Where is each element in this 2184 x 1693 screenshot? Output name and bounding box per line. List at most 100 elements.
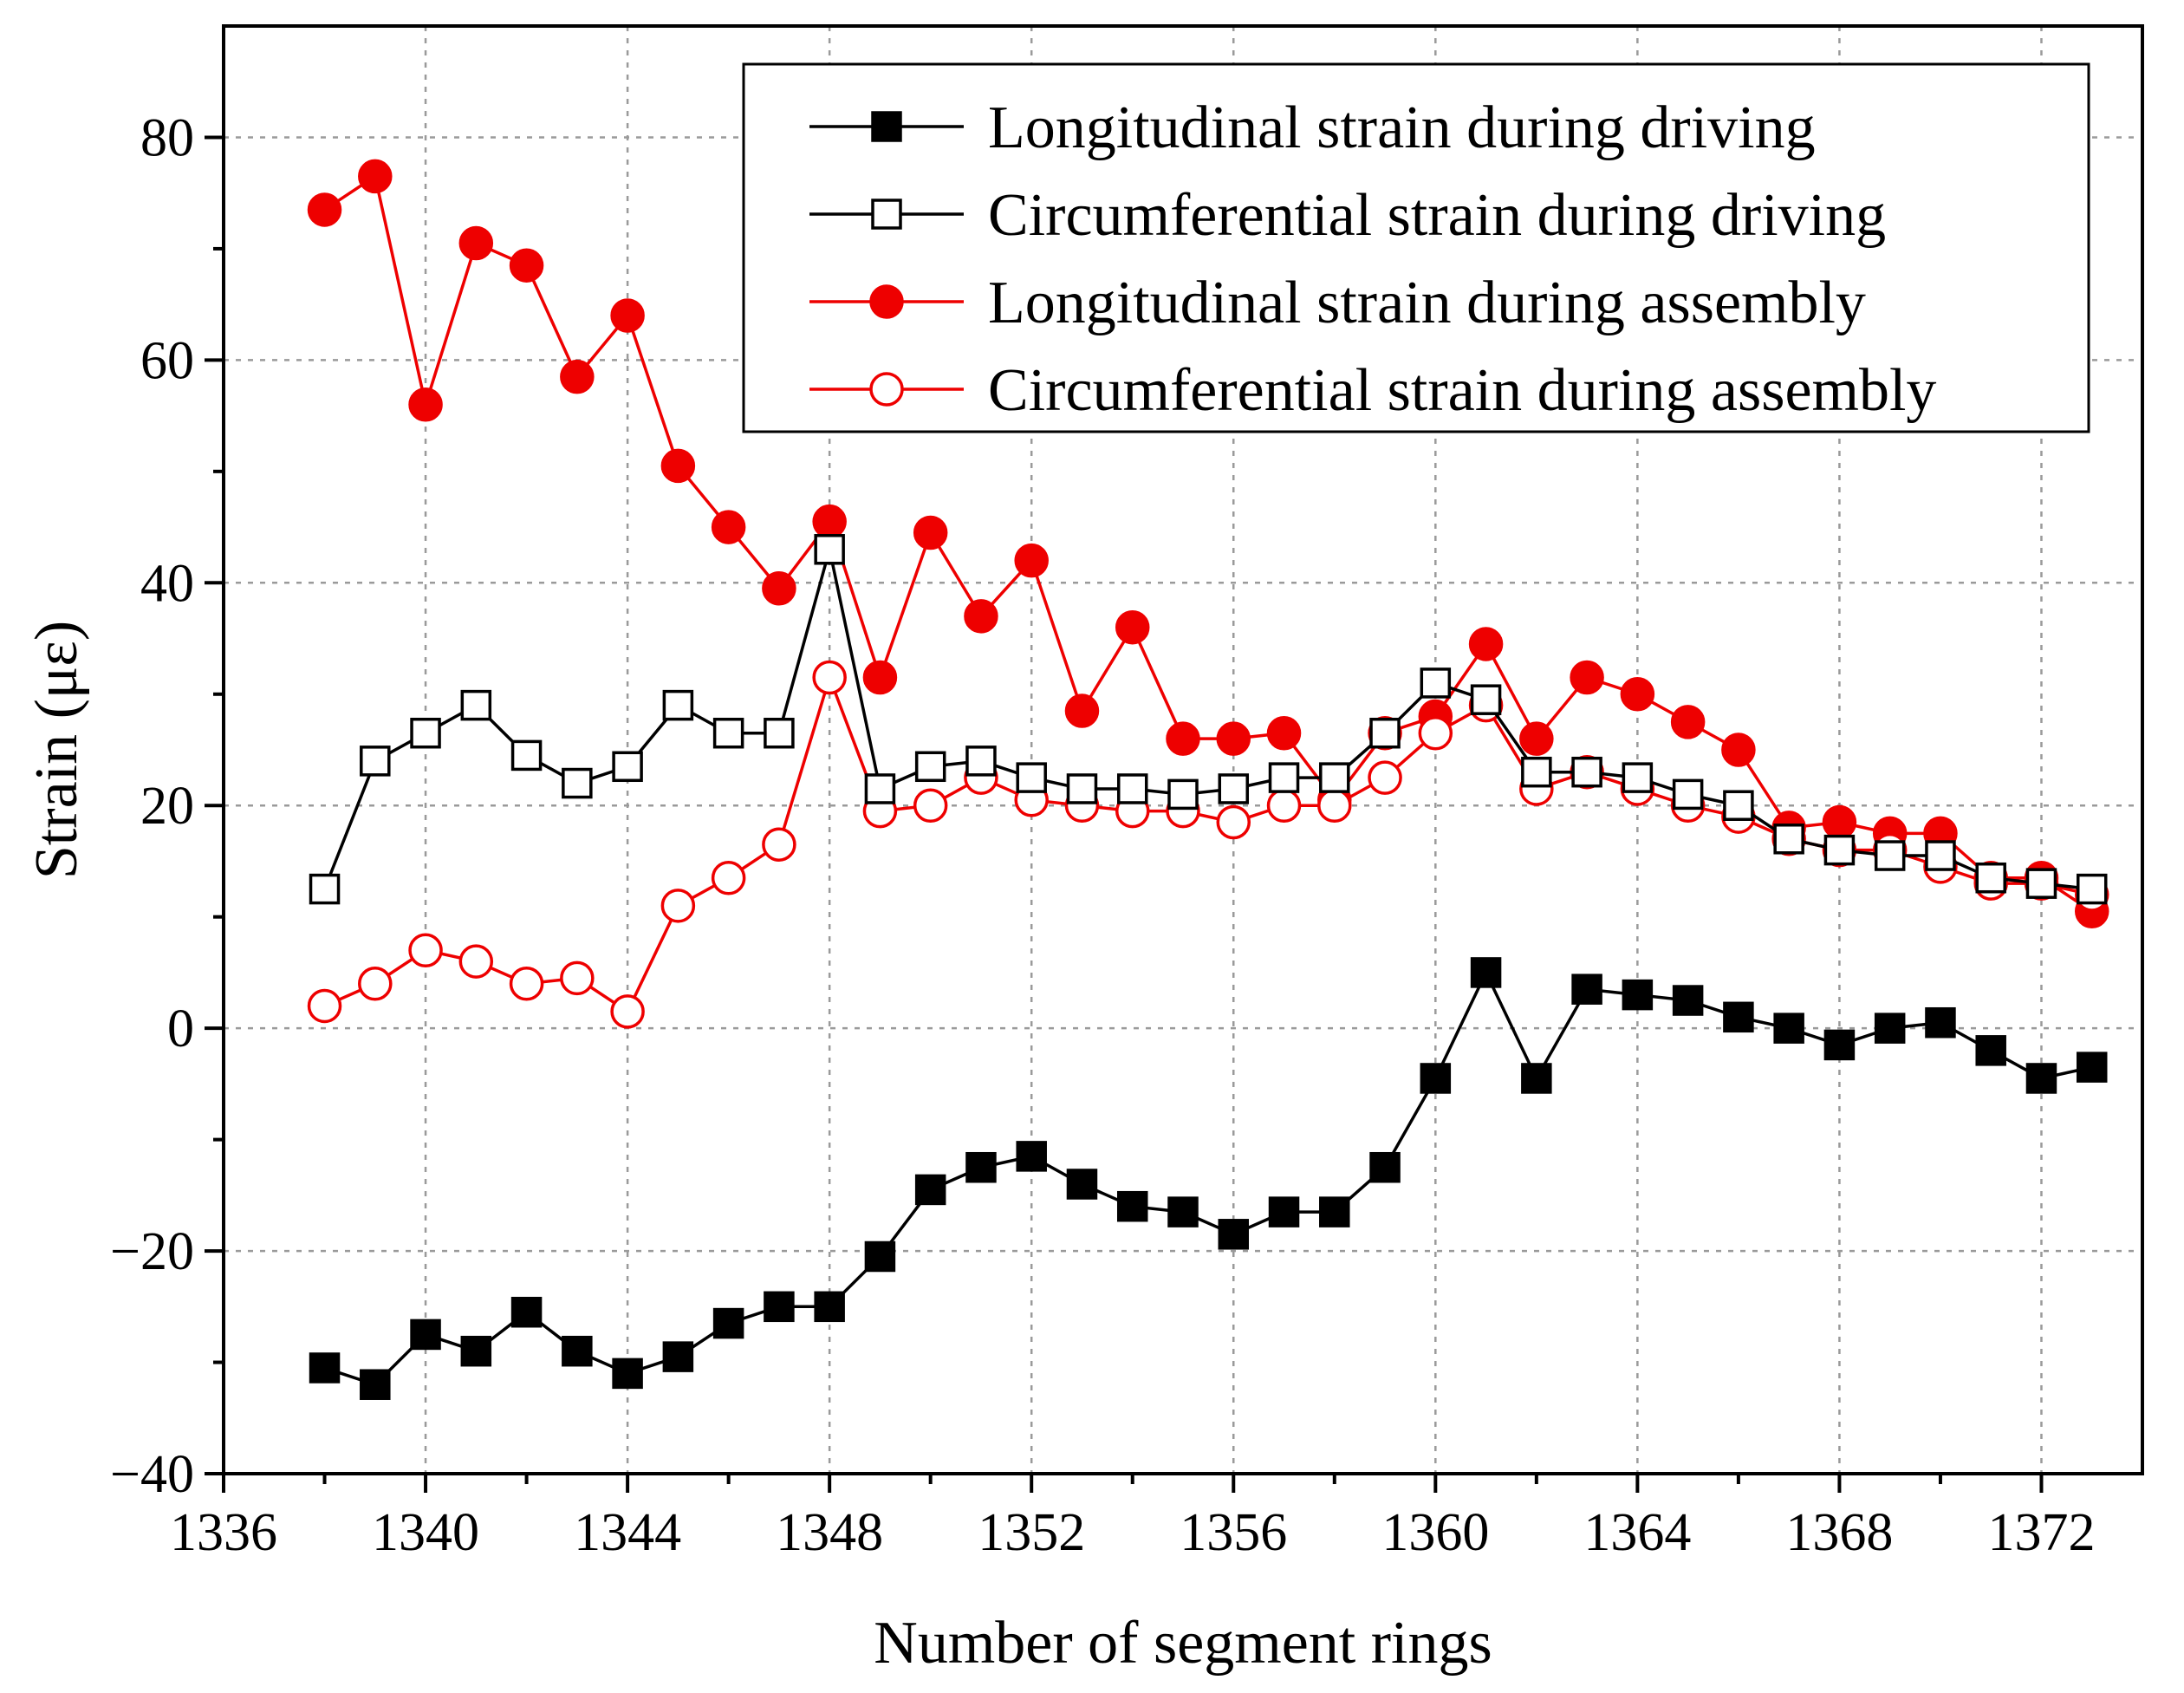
- data-point: [1218, 1219, 1250, 1250]
- data-point: [814, 534, 845, 565]
- data-point: [1166, 721, 1200, 756]
- data-point: [307, 988, 342, 1024]
- data-point: [1016, 762, 1047, 793]
- y-axis-title: Strain (με): [23, 621, 90, 879]
- x-tick-label: 1360: [1381, 1503, 1489, 1562]
- legend-label: Circumferential strain during driving: [988, 182, 1886, 249]
- legend-item: Longitudinal strain during assembly: [809, 270, 1866, 336]
- data-point: [612, 1358, 643, 1390]
- plot-frame: [222, 24, 2144, 1475]
- data-point: [1266, 715, 1302, 751]
- data-point: [2076, 1052, 2108, 1083]
- legend-item: Longitudinal strain during driving: [809, 94, 1816, 161]
- data-point: [1319, 1196, 1350, 1227]
- data-point: [1115, 609, 1150, 645]
- data-point: [1064, 693, 1100, 728]
- data-point: [562, 767, 593, 799]
- data-point: [1266, 788, 1302, 823]
- data-point: [509, 967, 544, 1001]
- data-point: [309, 1352, 341, 1384]
- data-point: [712, 717, 744, 749]
- y-tick-label: 60: [140, 331, 194, 390]
- data-point: [1672, 778, 1704, 811]
- data-point: [1014, 543, 1049, 578]
- data-point: [762, 570, 796, 606]
- data-point: [662, 1341, 694, 1372]
- data-point: [914, 1174, 946, 1206]
- y-tick-label: 20: [140, 777, 194, 836]
- data-point: [1721, 733, 1756, 767]
- data-point: [964, 599, 998, 634]
- data-point: [812, 504, 847, 539]
- data-point: [1066, 1169, 1098, 1200]
- data-point: [712, 1307, 744, 1339]
- series-circumferential-strain-during-driving: [309, 534, 2108, 905]
- data-point: [358, 159, 393, 194]
- data-point: [1369, 1151, 1401, 1183]
- data-point: [410, 717, 441, 749]
- x-tick-label: 1364: [1583, 1503, 1691, 1562]
- data-point: [764, 717, 795, 749]
- data-point: [1723, 1001, 1754, 1033]
- data-point: [562, 1335, 593, 1367]
- x-tick-label: 1344: [574, 1503, 681, 1562]
- data-point: [1368, 760, 1402, 795]
- data-point: [1723, 790, 1754, 821]
- x-tick-label: 1336: [170, 1503, 277, 1562]
- data-point: [1975, 862, 2006, 894]
- legend-marker: [871, 111, 902, 142]
- data-point: [1570, 660, 1604, 695]
- y-tick-label: −40: [110, 1445, 194, 1504]
- legend-label: Longitudinal strain during assembly: [988, 270, 1866, 336]
- data-point: [510, 739, 543, 772]
- data-point: [660, 448, 696, 484]
- data-point: [1670, 705, 1706, 739]
- legend-items: Longitudinal strain during driving Circum…: [809, 94, 1936, 424]
- data-point: [1317, 788, 1352, 823]
- data-point: [1418, 715, 1453, 751]
- data-point: [458, 225, 494, 261]
- data-point: [509, 248, 544, 283]
- data-point: [1420, 1063, 1452, 1094]
- x-tick-label: 1368: [1785, 1503, 1893, 1562]
- data-point: [1874, 840, 1906, 871]
- x-tick-label: 1340: [372, 1503, 479, 1562]
- data-point: [1468, 627, 1504, 661]
- data-point: [814, 1291, 845, 1323]
- data-point: [560, 960, 595, 996]
- data-point: [764, 1291, 795, 1323]
- data-point: [510, 1296, 543, 1328]
- series-layer: [307, 159, 2109, 1400]
- data-point: [1268, 1196, 1300, 1227]
- legend-marker: [871, 199, 902, 230]
- data-point: [1773, 824, 1804, 855]
- data-point: [360, 1369, 391, 1400]
- legend-label: Longitudinal strain during driving: [988, 94, 1816, 161]
- data-point: [1620, 677, 1655, 712]
- data-point: [1066, 773, 1098, 804]
- data-point: [1216, 804, 1251, 840]
- data-point: [2076, 873, 2108, 905]
- x-tick-label: 1352: [978, 1503, 1085, 1562]
- x-tick-label: 1348: [776, 1503, 883, 1562]
- data-point: [1116, 1190, 1148, 1222]
- y-tick-label: 40: [140, 554, 194, 613]
- data-point: [1167, 778, 1199, 811]
- legend-box: [742, 62, 2090, 433]
- data-point: [1319, 762, 1350, 793]
- data-point: [610, 994, 645, 1029]
- data-point: [1016, 1141, 1047, 1172]
- data-point: [1571, 973, 1602, 1005]
- data-point: [2025, 1063, 2057, 1094]
- data-point: [662, 689, 694, 721]
- y-tick-label: 0: [167, 1000, 194, 1058]
- legend: Longitudinal strain during driving Circum…: [742, 62, 2090, 433]
- data-point: [1218, 773, 1250, 804]
- data-point: [660, 889, 696, 923]
- legend-marker: [869, 284, 904, 319]
- legend-marker: [869, 372, 904, 407]
- x-axis-title: Number of segment rings: [874, 1610, 1492, 1677]
- data-point: [1519, 721, 1554, 756]
- data-point: [864, 773, 896, 804]
- data-point: [1823, 1029, 1856, 1061]
